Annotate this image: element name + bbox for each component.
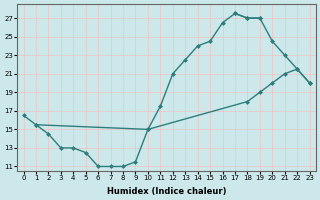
X-axis label: Humidex (Indice chaleur): Humidex (Indice chaleur): [107, 187, 226, 196]
